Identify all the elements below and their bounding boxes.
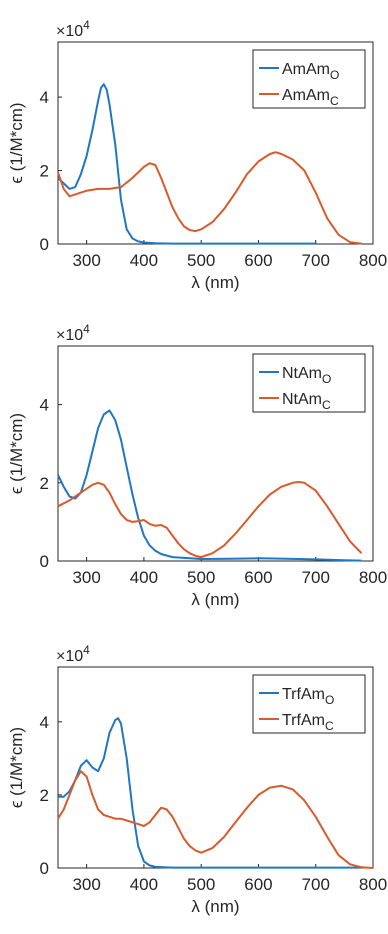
x-tick-label: 800 bbox=[359, 251, 387, 270]
y-multiplier-base: ×10 bbox=[56, 23, 83, 40]
x-tick-label: 700 bbox=[302, 568, 330, 587]
legend-series-subscript: C bbox=[325, 719, 334, 733]
y-multiplier-base: ×10 bbox=[56, 648, 83, 665]
x-tick-label: 800 bbox=[359, 875, 387, 894]
x-tick-label: 500 bbox=[187, 251, 215, 270]
legend-box bbox=[252, 674, 366, 734]
legend-entry: NtAmO bbox=[282, 365, 331, 386]
series-line-ntam-o bbox=[57, 409, 362, 562]
legend-box bbox=[252, 49, 366, 109]
legend-entry: NtAmC bbox=[282, 391, 331, 412]
legend-series-name: TrfAm bbox=[282, 686, 325, 703]
legend-series-name: NtAm bbox=[282, 365, 322, 382]
x-tick-label: 600 bbox=[244, 875, 272, 894]
y-multiplier-base: ×10 bbox=[56, 327, 83, 344]
x-tick-label: 500 bbox=[187, 568, 215, 587]
x-tick-label: 700 bbox=[302, 251, 330, 270]
x-tick-label: 600 bbox=[244, 251, 272, 270]
y-tick-label: 2 bbox=[40, 474, 49, 493]
series-line-trfam-o bbox=[58, 717, 362, 869]
y-multiplier: ×104 bbox=[56, 643, 90, 665]
y-tick-label: 4 bbox=[40, 88, 49, 107]
series-line-amam-c bbox=[57, 151, 362, 245]
y-tick-label: 2 bbox=[40, 162, 49, 181]
legend-series-subscript: O bbox=[330, 68, 339, 82]
x-tick-label: 500 bbox=[187, 875, 215, 894]
y-tick-label: 0 bbox=[40, 552, 49, 571]
legend-series-name: AmAm bbox=[282, 61, 330, 78]
y-multiplier: ×104 bbox=[56, 322, 90, 344]
y-axis-label: ϵ (1/M*cm) bbox=[7, 102, 26, 183]
y-tick-label: 4 bbox=[40, 396, 49, 415]
x-tick-label: 300 bbox=[72, 568, 100, 587]
x-tick-label: 700 bbox=[302, 875, 330, 894]
y-multiplier-exponent: 4 bbox=[83, 643, 90, 657]
series-line-amam-o bbox=[57, 83, 316, 245]
x-tick-label: 300 bbox=[72, 251, 100, 270]
legend-series-subscript: O bbox=[322, 372, 331, 386]
legend-entry: TrfAmC bbox=[282, 712, 334, 733]
series-line-ntam-c bbox=[57, 481, 363, 559]
y-multiplier-exponent: 4 bbox=[83, 18, 90, 32]
x-tick-label: 400 bbox=[130, 875, 158, 894]
y-multiplier-exponent: 4 bbox=[83, 322, 90, 336]
series-line-trfam-c bbox=[57, 770, 374, 869]
legend-series-subscript: O bbox=[325, 693, 334, 707]
x-axis-label: λ (nm) bbox=[191, 590, 239, 609]
y-axis-label: ϵ (1/M*cm) bbox=[7, 413, 26, 494]
y-tick-label: 2 bbox=[40, 786, 49, 805]
legend-entry: AmAmO bbox=[282, 61, 339, 82]
plot-frame bbox=[57, 345, 374, 562]
legend-series-name: NtAm bbox=[282, 391, 322, 408]
legend-entry: AmAmC bbox=[282, 87, 339, 108]
legend-box bbox=[252, 353, 366, 413]
x-axis-label: λ (nm) bbox=[191, 897, 239, 916]
x-tick-label: 400 bbox=[130, 251, 158, 270]
y-axis-label: ϵ (1/M*cm) bbox=[7, 727, 26, 808]
y-tick-label: 4 bbox=[40, 713, 49, 732]
x-tick-label: 400 bbox=[130, 568, 158, 587]
x-axis-label: λ (nm) bbox=[191, 273, 239, 292]
legend-series-name: TrfAm bbox=[282, 712, 325, 729]
legend-entry: TrfAmO bbox=[282, 686, 334, 707]
x-tick-label: 300 bbox=[72, 875, 100, 894]
legend-series-subscript: C bbox=[322, 398, 331, 412]
y-tick-label: 0 bbox=[40, 859, 49, 878]
y-multiplier: ×104 bbox=[56, 18, 90, 40]
legend-series-name: AmAm bbox=[282, 87, 330, 104]
y-tick-label: 0 bbox=[40, 235, 49, 254]
x-tick-label: 800 bbox=[359, 568, 387, 587]
legend-series-subscript: C bbox=[330, 94, 339, 108]
x-tick-label: 600 bbox=[244, 568, 272, 587]
